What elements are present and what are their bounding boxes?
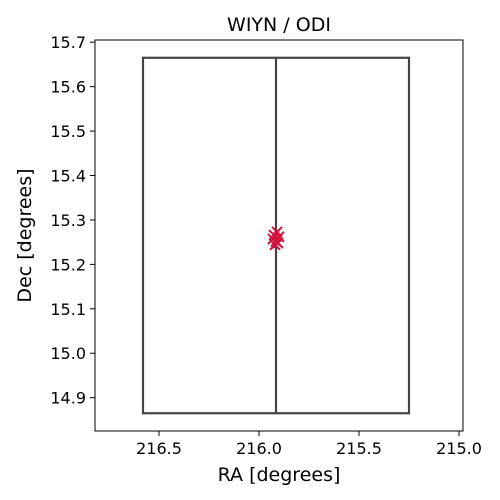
x-tick-label: 216.0 bbox=[236, 439, 282, 458]
chart-title: WIYN / ODI bbox=[227, 14, 331, 36]
x-tick-label: 216.5 bbox=[136, 439, 182, 458]
y-tick-label: 15.5 bbox=[50, 122, 86, 141]
y-tick-label: 15.3 bbox=[50, 211, 86, 230]
plot-frame bbox=[94, 39, 464, 432]
y-axis-label: Dec [degrees] bbox=[14, 168, 36, 302]
plot-area bbox=[141, 56, 411, 415]
x-tick-label: 215.5 bbox=[336, 439, 382, 458]
data-point bbox=[269, 239, 281, 251]
axis-ticks: 216.5 216.0 215.5 215.0 14.9 15.0 15.1 15.2 15.3… bbox=[50, 33, 482, 458]
y-tick-label: 15.2 bbox=[50, 255, 86, 274]
y-tick-label: 15.4 bbox=[50, 167, 86, 186]
data-point-stroke bbox=[269, 239, 281, 251]
x-tick-label: 215.0 bbox=[436, 439, 482, 458]
x-axis-label: RA [degrees] bbox=[218, 464, 341, 486]
data-point-stroke bbox=[268, 229, 280, 241]
y-tick-label: 15.7 bbox=[50, 33, 86, 52]
y-tick-label: 14.9 bbox=[50, 389, 86, 408]
y-tick-label: 15.1 bbox=[50, 300, 86, 319]
y-tick-label: 15.6 bbox=[50, 78, 86, 97]
y-tick-label: 15.0 bbox=[50, 344, 86, 363]
